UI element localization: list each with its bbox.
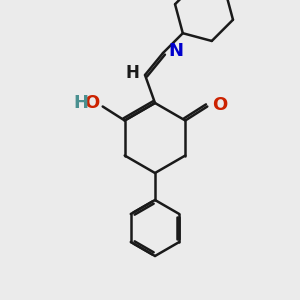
- Text: H: H: [74, 94, 89, 112]
- Text: O: O: [212, 95, 228, 113]
- Text: H: H: [125, 64, 139, 82]
- Text: N: N: [168, 42, 183, 60]
- Text: O: O: [84, 94, 100, 112]
